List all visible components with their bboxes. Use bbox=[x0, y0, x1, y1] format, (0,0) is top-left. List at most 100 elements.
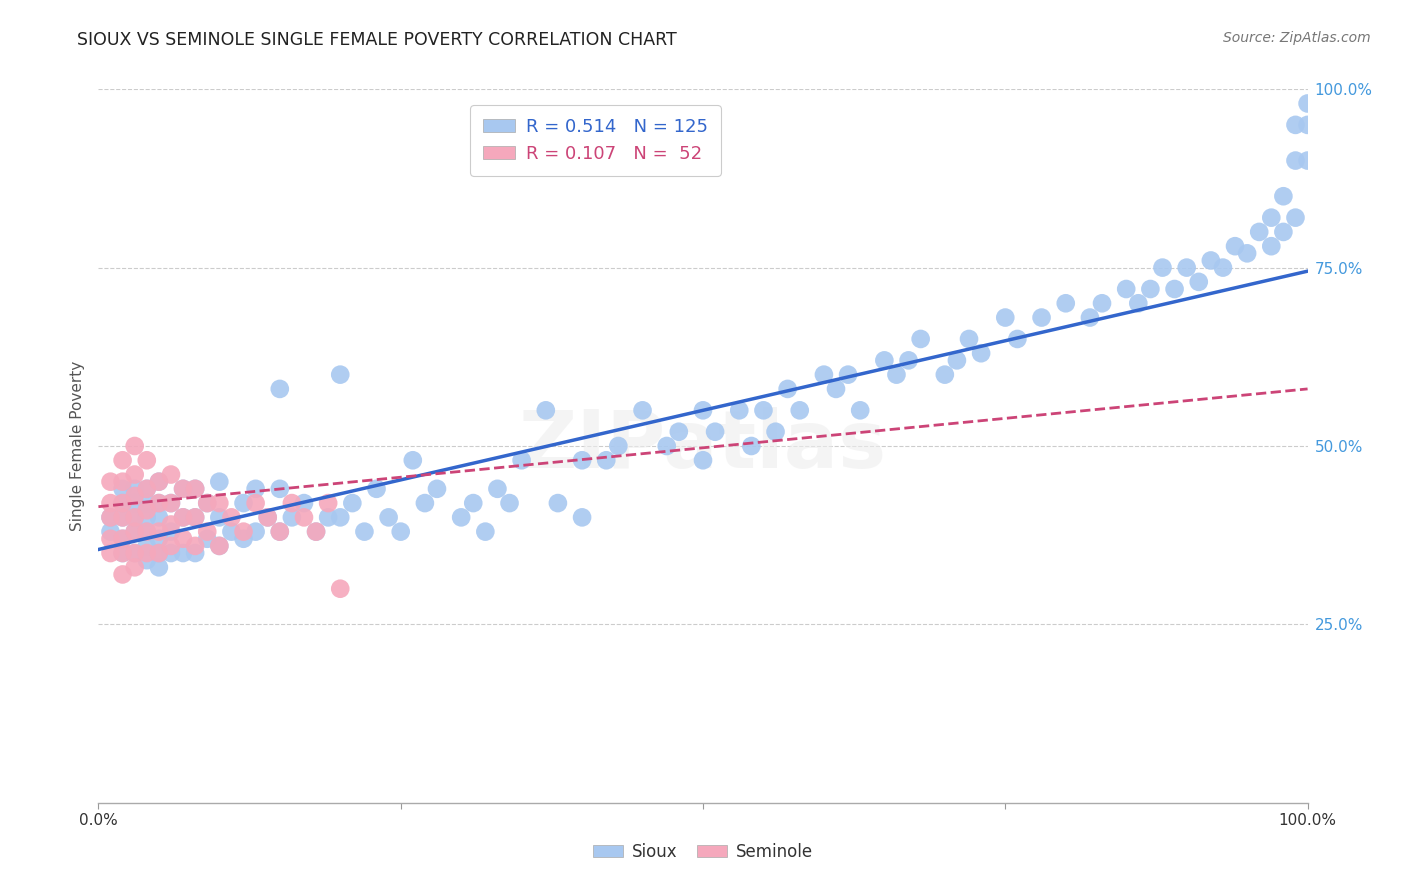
Point bbox=[1054, 296, 1077, 310]
Point bbox=[342, 496, 364, 510]
Point bbox=[148, 496, 170, 510]
Point bbox=[232, 532, 254, 546]
Point bbox=[1272, 189, 1295, 203]
Point bbox=[463, 496, 485, 510]
Point bbox=[1031, 310, 1053, 325]
Point bbox=[135, 553, 157, 567]
Point bbox=[100, 510, 122, 524]
Point bbox=[172, 482, 194, 496]
Point bbox=[135, 503, 157, 517]
Point bbox=[148, 524, 170, 539]
Point bbox=[124, 524, 146, 539]
Point bbox=[316, 510, 339, 524]
Legend: R = 0.514   N = 125, R = 0.107   N =  52: R = 0.514 N = 125, R = 0.107 N = 52 bbox=[470, 105, 721, 176]
Point bbox=[402, 453, 425, 467]
Point bbox=[100, 510, 122, 524]
Point bbox=[100, 524, 122, 539]
Point bbox=[740, 439, 762, 453]
Point bbox=[1078, 310, 1101, 325]
Point bbox=[1284, 211, 1306, 225]
Point bbox=[377, 510, 399, 524]
Point bbox=[124, 496, 146, 510]
Point bbox=[111, 546, 134, 560]
Point bbox=[195, 496, 218, 510]
Point bbox=[172, 482, 194, 496]
Point bbox=[111, 482, 134, 496]
Point bbox=[269, 524, 291, 539]
Point bbox=[692, 403, 714, 417]
Point bbox=[269, 524, 291, 539]
Text: ZIPatlas: ZIPatlas bbox=[519, 407, 887, 485]
Point bbox=[135, 539, 157, 553]
Point bbox=[1163, 282, 1185, 296]
Point bbox=[160, 524, 183, 539]
Point bbox=[111, 567, 134, 582]
Point bbox=[571, 453, 593, 467]
Point bbox=[184, 546, 207, 560]
Point bbox=[184, 510, 207, 524]
Point bbox=[245, 524, 267, 539]
Point bbox=[208, 539, 231, 553]
Point bbox=[160, 546, 183, 560]
Point bbox=[269, 482, 291, 496]
Point bbox=[1249, 225, 1271, 239]
Point bbox=[547, 496, 569, 510]
Point bbox=[510, 453, 533, 467]
Point bbox=[413, 496, 436, 510]
Point bbox=[474, 524, 496, 539]
Point bbox=[765, 425, 787, 439]
Point bbox=[124, 524, 146, 539]
Point bbox=[1236, 246, 1258, 260]
Point bbox=[111, 496, 134, 510]
Point bbox=[1152, 260, 1174, 275]
Point bbox=[148, 510, 170, 524]
Point bbox=[692, 453, 714, 467]
Point bbox=[631, 403, 654, 417]
Point bbox=[1272, 225, 1295, 239]
Point bbox=[184, 482, 207, 496]
Point bbox=[292, 510, 315, 524]
Point bbox=[752, 403, 775, 417]
Point bbox=[281, 510, 304, 524]
Point bbox=[135, 524, 157, 539]
Point bbox=[184, 482, 207, 496]
Point bbox=[970, 346, 993, 360]
Point bbox=[172, 510, 194, 524]
Point bbox=[305, 524, 328, 539]
Point bbox=[135, 546, 157, 560]
Point bbox=[269, 382, 291, 396]
Point bbox=[111, 510, 134, 524]
Point bbox=[184, 539, 207, 553]
Point bbox=[124, 546, 146, 560]
Point bbox=[245, 496, 267, 510]
Point bbox=[256, 510, 278, 524]
Point bbox=[1139, 282, 1161, 296]
Point bbox=[148, 496, 170, 510]
Point bbox=[135, 524, 157, 539]
Point bbox=[1296, 96, 1319, 111]
Point bbox=[329, 582, 352, 596]
Point bbox=[148, 475, 170, 489]
Point bbox=[124, 489, 146, 503]
Point bbox=[426, 482, 449, 496]
Point bbox=[946, 353, 969, 368]
Point bbox=[655, 439, 678, 453]
Point bbox=[172, 532, 194, 546]
Point bbox=[135, 482, 157, 496]
Point bbox=[124, 546, 146, 560]
Legend: Sioux, Seminole: Sioux, Seminole bbox=[586, 837, 820, 868]
Point bbox=[148, 546, 170, 560]
Point bbox=[329, 368, 352, 382]
Point bbox=[184, 510, 207, 524]
Point bbox=[111, 546, 134, 560]
Point bbox=[450, 510, 472, 524]
Point bbox=[1223, 239, 1246, 253]
Point bbox=[135, 510, 157, 524]
Point bbox=[124, 510, 146, 524]
Point bbox=[232, 524, 254, 539]
Point bbox=[1128, 296, 1150, 310]
Point bbox=[486, 482, 509, 496]
Point bbox=[704, 425, 727, 439]
Point bbox=[111, 453, 134, 467]
Point bbox=[232, 496, 254, 510]
